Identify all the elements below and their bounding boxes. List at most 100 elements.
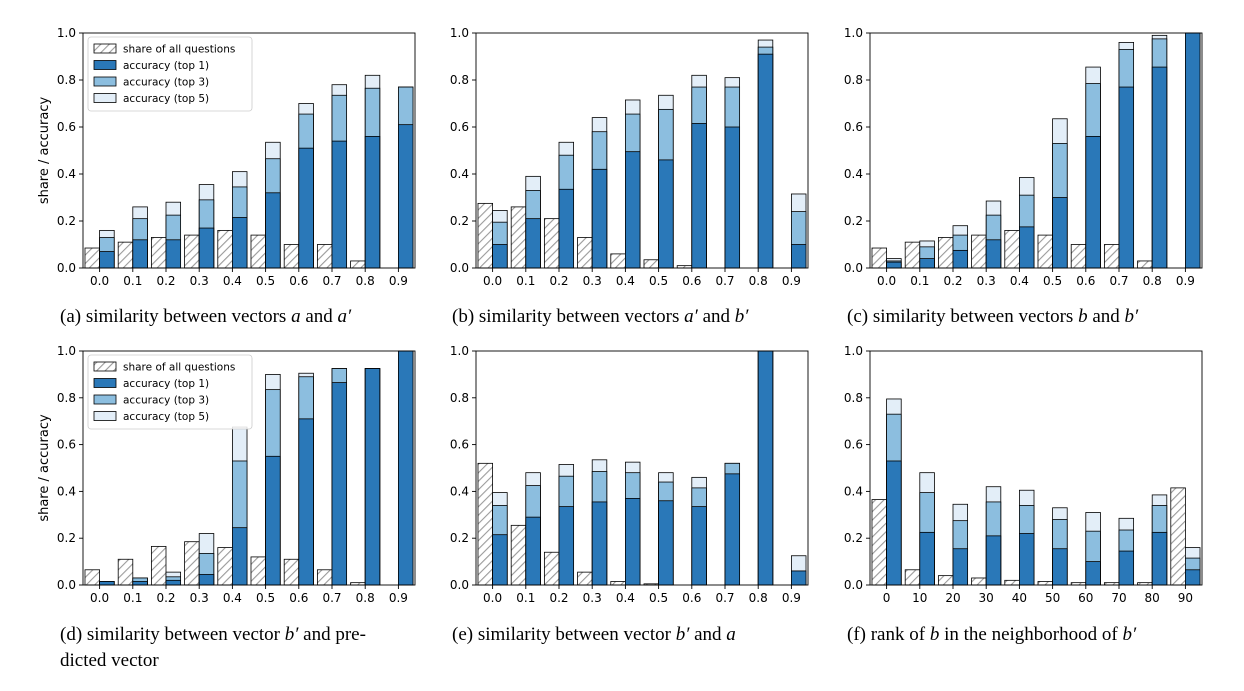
y-tick-label: 0.4 — [844, 167, 863, 181]
top1-bar — [952, 548, 969, 586]
y-tick-label: 1.0 — [450, 344, 469, 358]
share-bar — [1137, 260, 1153, 269]
legend-label-top5: accuracy (top 5) — [123, 411, 209, 423]
share-bar — [1037, 581, 1053, 586]
x-tick-label: 30 — [979, 591, 994, 605]
top1-bar — [658, 159, 674, 269]
share-bar — [1170, 487, 1186, 586]
legend-swatch-share — [93, 361, 117, 372]
share-bar — [1070, 244, 1087, 269]
share-bar — [577, 571, 593, 586]
y-tick-label: 0.4 — [844, 484, 863, 498]
x-tick-label: 0 — [883, 591, 891, 605]
top1-bar — [558, 506, 575, 586]
x-tick-label: 0.6 — [289, 591, 308, 605]
x-tick-label: 0.7 — [322, 274, 341, 288]
panel-caption: (e) similarity between vector b′ and a — [452, 624, 736, 645]
share-bar — [904, 241, 921, 269]
top1-bar — [1052, 197, 1068, 269]
top1-bar — [625, 151, 641, 269]
axes-frame — [82, 350, 416, 586]
x-tick-label: 0.6 — [1076, 274, 1095, 288]
top1-bar — [99, 251, 115, 269]
legend-swatch-top5 — [93, 93, 117, 103]
y-tick-label: 0.6 — [57, 438, 76, 452]
top1-bar — [1019, 533, 1035, 586]
share-bar — [283, 558, 300, 586]
panel-caption-line2: dicted vector — [60, 650, 159, 671]
x-tick-label: 0.3 — [583, 591, 602, 605]
x-tick-label: 0.2 — [549, 274, 568, 288]
top1-bar — [132, 581, 148, 586]
y-tick-label: 0.4 — [57, 167, 76, 181]
top1-bar — [492, 244, 508, 269]
share-bar — [971, 234, 987, 269]
share-bar — [577, 237, 593, 269]
top1-bar — [724, 126, 741, 269]
axes-frame — [82, 32, 416, 269]
x-tick-label: 0.3 — [190, 274, 209, 288]
top1-bar — [791, 570, 807, 586]
y-tick-label: 0.8 — [57, 73, 76, 87]
share-bar — [250, 556, 267, 586]
x-tick-label: 0.9 — [782, 274, 801, 288]
y-axis-label: share / accuracy — [37, 97, 52, 205]
legend-label-top1: accuracy (top 1) — [123, 378, 209, 390]
y-tick-label: 0.8 — [844, 391, 863, 405]
top1-bar — [265, 192, 281, 269]
share-bar — [937, 575, 954, 586]
x-tick-label: 0.5 — [649, 274, 668, 288]
x-tick-label: 0.0 — [483, 591, 502, 605]
top1-bar — [985, 239, 1002, 269]
legend-swatch-top3 — [93, 76, 117, 87]
top1-bar — [757, 350, 774, 586]
panel-caption: (f) rank of b in the neighborhood of b′ — [847, 624, 1137, 645]
x-tick-label: 0.2 — [156, 591, 175, 605]
x-tick-label: 0.3 — [977, 274, 996, 288]
share-bar — [904, 569, 921, 586]
y-tick-label: 0.4 — [57, 484, 76, 498]
share-bar — [217, 547, 233, 586]
top1-bar — [525, 218, 541, 269]
x-tick-label: 0.4 — [616, 591, 635, 605]
chart-panel-d: 0.0 0.2 0.4 0.6 0.8 1.0 0.0 0.1 0.2 0.3 0.4 0.5 0.6 0… — [37, 344, 416, 671]
y-tick-label: 0.6 — [57, 120, 76, 134]
x-tick-label: 0.7 — [715, 274, 734, 288]
axes-frame — [869, 32, 1203, 269]
top1-bar — [691, 506, 707, 586]
x-tick-label: 0.2 — [156, 274, 175, 288]
x-tick-label: 0.6 — [682, 591, 701, 605]
top1-bar — [492, 534, 508, 586]
y-tick-label: 1.0 — [57, 344, 76, 358]
x-tick-label: 0.0 — [483, 274, 502, 288]
y-tick-label: 0.2 — [57, 531, 76, 545]
x-tick-label: 0.9 — [782, 591, 801, 605]
panel-caption: (c) similarity between vectors b and b′ — [847, 306, 1139, 327]
top1-bar — [985, 535, 1002, 586]
share-bar — [1103, 244, 1120, 269]
share-bar — [543, 551, 560, 586]
top1-bar — [919, 258, 935, 269]
y-tick-label: 0.0 — [450, 261, 469, 275]
x-tick-label: 0.1 — [123, 591, 142, 605]
x-tick-label: 0.8 — [1143, 274, 1162, 288]
x-tick-label: 0.1 — [123, 274, 142, 288]
top1-bar — [886, 460, 902, 586]
x-tick-label: 70 — [1111, 591, 1126, 605]
share-bar — [1004, 229, 1020, 269]
share-bar — [184, 234, 200, 269]
x-tick-label: 0.4 — [223, 274, 242, 288]
x-tick-label: 10 — [912, 591, 927, 605]
share-bar — [610, 581, 626, 586]
share-bar — [150, 545, 167, 586]
top1-bar — [1052, 548, 1068, 586]
y-tick-label: 0.0 — [844, 578, 863, 592]
x-tick-label: 0.1 — [516, 274, 535, 288]
y-tick-label: 0.2 — [844, 531, 863, 545]
top1-bar — [757, 53, 774, 269]
top1-bar — [1185, 32, 1201, 269]
share-bar — [250, 234, 267, 269]
y-tick-label: 0.4 — [450, 484, 469, 498]
axes-frame — [869, 350, 1203, 586]
share-bar — [871, 499, 888, 586]
